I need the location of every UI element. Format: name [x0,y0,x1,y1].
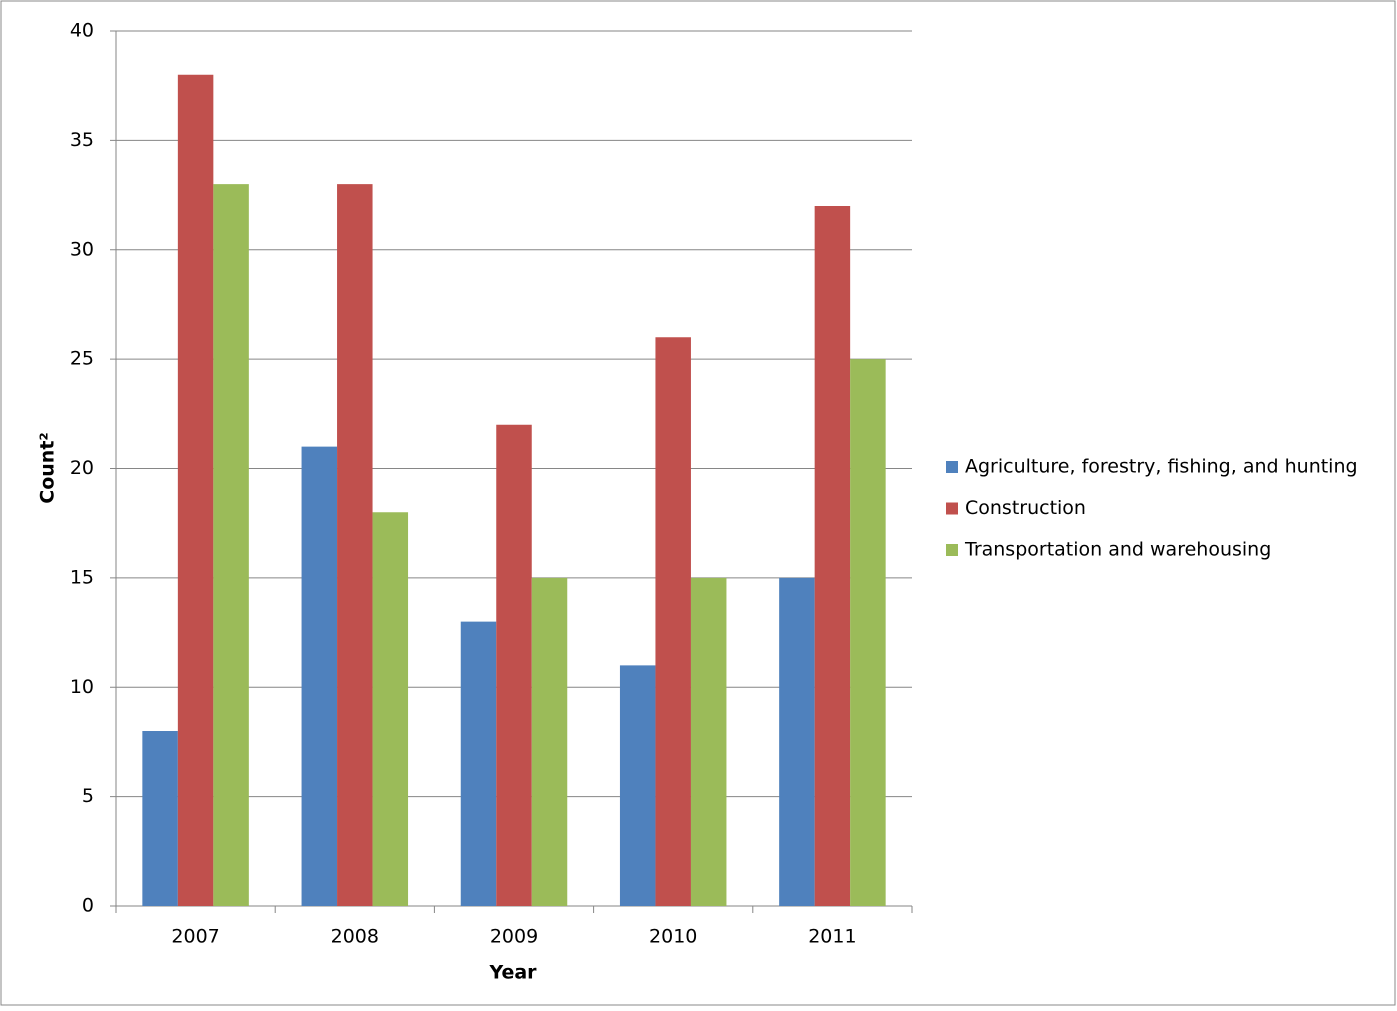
legend-label: Construction [965,497,1086,519]
legend-label: Transportation and warehousing [964,539,1271,561]
bar [496,424,532,906]
bar [177,74,214,906]
legend-swatch [946,502,958,515]
bar [690,577,727,906]
legend-swatch [946,461,958,473]
bar [655,337,691,906]
y-tick-label: 30 [70,238,94,260]
legend-label: Agriculture, forestry, fishing, and hunt… [965,456,1358,478]
y-tick-label: 0 [82,895,94,917]
x-tick-label: 2010 [649,926,697,948]
bar [372,512,409,906]
x-tick-label: 2008 [331,926,379,948]
y-tick-label: 20 [70,457,94,479]
bar [213,184,249,906]
x-axis-title: Year [488,962,537,984]
y-tick-label: 10 [70,676,94,698]
x-tick-label: 2007 [171,926,219,948]
x-tick-label: 2011 [808,926,856,948]
legend-swatch [946,544,958,556]
bar [814,206,851,906]
bar [337,184,373,906]
y-tick-label: 5 [82,785,94,807]
bar [779,577,815,906]
bar [460,621,497,906]
bar [301,446,338,906]
y-axis-title: Count² [37,432,59,503]
bar [850,359,886,906]
y-tick-label: 15 [70,566,94,588]
x-tick-label: 2009 [490,926,538,948]
bar [142,731,178,906]
bar [619,665,656,906]
y-tick-label: 35 [70,129,94,151]
bar [531,577,568,906]
y-tick-label: 25 [70,348,94,370]
y-tick-label: 40 [70,20,94,42]
